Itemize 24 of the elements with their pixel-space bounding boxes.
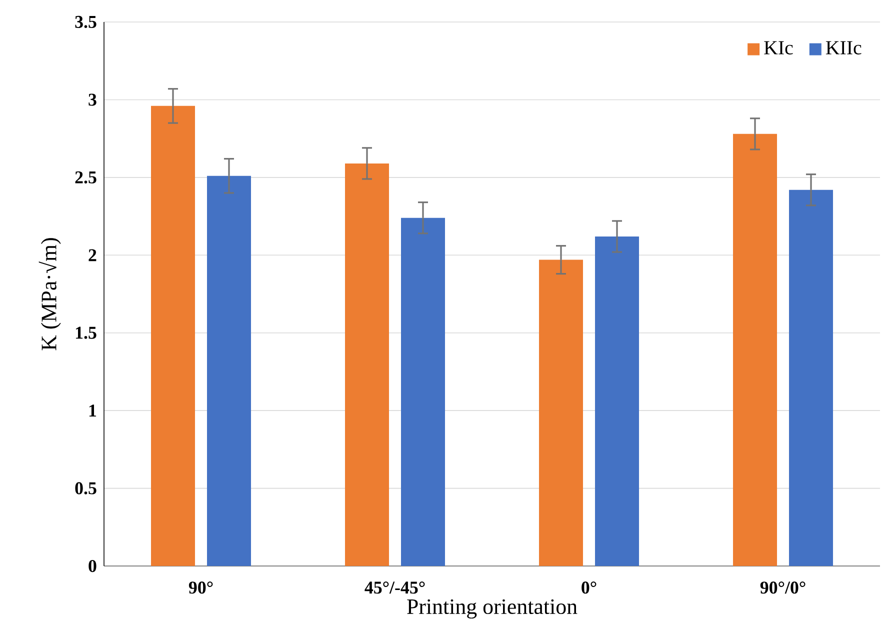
bar xyxy=(733,134,778,566)
y-tick-label: 3 xyxy=(88,94,96,106)
legend-label: KIIc xyxy=(826,41,862,54)
y-tick-label: 3.5 xyxy=(75,16,96,28)
y-tick-label: 0.5 xyxy=(75,482,96,494)
bar xyxy=(345,163,389,566)
bar xyxy=(789,190,834,566)
x-tick-label: 0° xyxy=(582,582,596,594)
x-axis-title: Printing orientation xyxy=(407,599,578,619)
bar xyxy=(539,260,583,566)
y-axis-title: K (MPa·√m) xyxy=(38,238,61,350)
legend-label: KIc xyxy=(764,41,793,54)
bar xyxy=(595,236,640,566)
x-tick-label: 90° xyxy=(188,582,213,594)
bar xyxy=(151,106,195,566)
x-tick-label: 45°/-45° xyxy=(364,582,425,594)
y-tick-label: 2.5 xyxy=(75,171,96,184)
bar xyxy=(401,218,445,566)
y-tick-label: 0 xyxy=(88,560,96,572)
bar xyxy=(207,176,251,566)
y-tick-label: 1 xyxy=(89,404,96,416)
y-tick-label: 2 xyxy=(88,249,96,262)
x-tick-label: 90°/0° xyxy=(760,582,806,594)
y-tick-label: 1.5 xyxy=(76,326,96,339)
